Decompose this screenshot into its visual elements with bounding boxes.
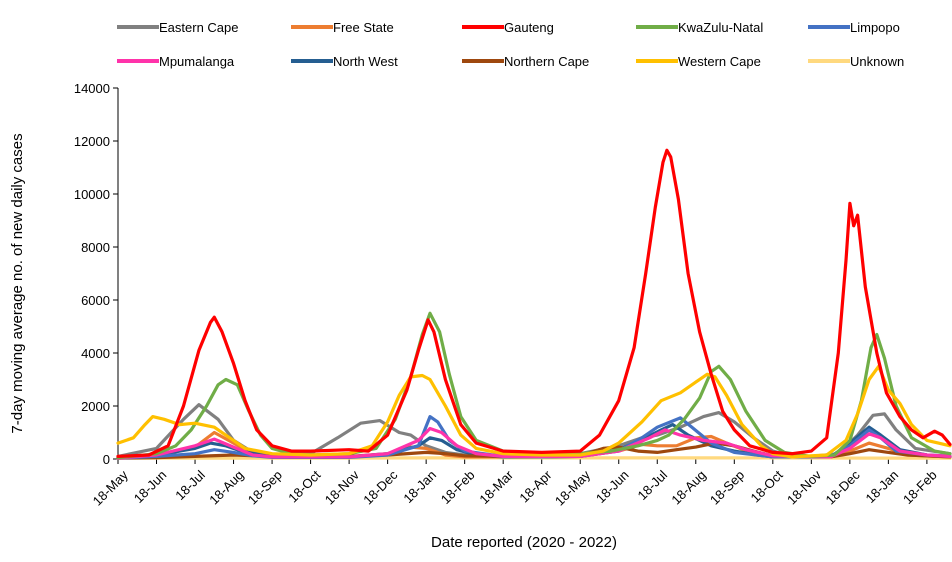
series-line-western-cape	[116, 364, 952, 459]
series-lines	[116, 148, 952, 460]
legend-label: Gauteng	[504, 20, 554, 35]
x-tick-label: 18-May	[552, 467, 594, 509]
x-tick-label: 18-Jan	[400, 467, 439, 506]
x-tick-label: 18-Oct	[748, 467, 786, 505]
x-tick-label: 18-Aug	[206, 467, 246, 507]
legend-item: Mpumalanga	[117, 54, 235, 69]
x-tick-label: 18-Sep	[707, 467, 747, 507]
y-tick-label: 6000	[81, 293, 110, 308]
legend-label: Limpopo	[850, 20, 900, 35]
x-tick-label: 18-May	[90, 467, 132, 509]
x-tick-label: 18-Dec	[823, 467, 864, 508]
y-axis-title: 7-day moving average no. of new daily ca…	[9, 133, 26, 433]
x-tick-label: 18-Feb	[438, 467, 478, 507]
x-tick-label: 18-Jul	[635, 467, 671, 503]
legend-label: Eastern Cape	[159, 20, 239, 35]
y-tick-label: 8000	[81, 240, 110, 255]
legend-label: KwaZulu-Natal	[678, 20, 763, 35]
legend-item: Limpopo	[808, 20, 900, 35]
legend-item: Northern Cape	[462, 54, 589, 69]
legend-item: North West	[291, 54, 398, 69]
legend-item: KwaZulu-Natal	[636, 20, 763, 35]
x-tick-label: 18-Dec	[360, 467, 401, 508]
legend-label: Northern Cape	[504, 54, 589, 69]
legend-item: Eastern Cape	[117, 20, 239, 35]
x-tick-label: 18-Aug	[668, 467, 708, 507]
legend-label: North West	[333, 54, 398, 69]
series-line-kwazulu-natal	[116, 311, 952, 460]
legend-item: Free State	[291, 20, 394, 35]
y-tick-label: 14000	[74, 81, 110, 96]
legend-label: Unknown	[850, 54, 904, 69]
legend: Eastern Cape Free State Gauteng KwaZulu-Nat…	[117, 20, 904, 69]
legend-label: Western Cape	[678, 54, 761, 69]
y-tick-label: 0	[103, 452, 110, 467]
x-tick-label: 18-Jul	[172, 467, 208, 503]
x-tick-label: 18-Sep	[245, 467, 285, 507]
x-axis-title: Date reported (2020 - 2022)	[431, 534, 617, 551]
x-tick-label: 18-Jun	[131, 467, 170, 506]
y-tick-label: 12000	[74, 134, 110, 149]
legend-label: Mpumalanga	[159, 54, 235, 69]
y-tick-label: 4000	[81, 346, 110, 361]
x-tick-label: 18-Feb	[900, 467, 940, 507]
x-tick-label: 18-Jun	[593, 467, 632, 506]
x-tick-label: 18-Apr	[516, 467, 555, 506]
x-tick-label: 18-Nov	[784, 467, 825, 508]
x-tick-label: 18-Jan	[863, 467, 902, 506]
y-axis: 0 2000 4000 6000 8000 10000 12000 14000	[74, 81, 119, 467]
legend-item: Western Cape	[636, 54, 761, 69]
legend-item: Gauteng	[462, 20, 554, 35]
x-tick-label: 18-Nov	[322, 467, 363, 508]
y-tick-label: 2000	[81, 399, 110, 414]
x-tick-label: 18-Oct	[285, 467, 323, 505]
legend-item: Unknown	[808, 54, 904, 69]
y-tick-label: 10000	[74, 187, 110, 202]
legend-label: Free State	[333, 20, 394, 35]
series-line-gauteng	[116, 148, 952, 458]
x-tick-label: 18-Mar	[476, 467, 516, 507]
